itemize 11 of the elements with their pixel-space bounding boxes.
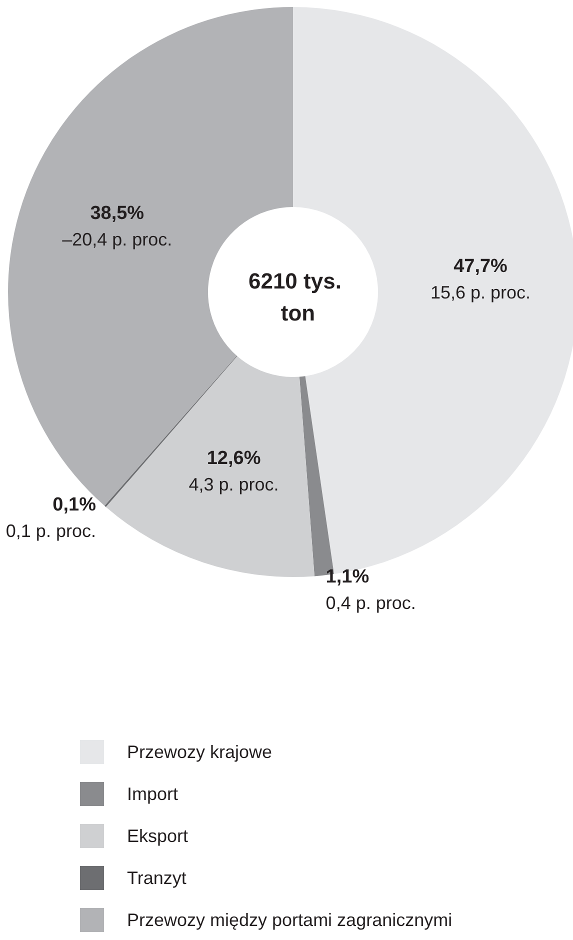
data-label: 1,1% 0,4 p. proc. (326, 566, 416, 614)
data-label: 0,1% 0,1 p. proc. (6, 494, 96, 541)
text: 6210 tys. ton (248, 268, 348, 326)
data-label: 12,6% 4,3 p. proc. (188, 448, 279, 494)
legend-label: Eksport (127, 826, 188, 846)
data-label: 38,5% –20,4 p. proc. (62, 203, 172, 250)
legend-label: Przewozy między portami zagranicznymi (127, 910, 452, 930)
legend-label: Tranzyt (127, 868, 186, 888)
legend-label: Import (127, 784, 178, 804)
legend-label: Przewozy krajowe (127, 742, 272, 762)
data-label: 47,7% 15,6 p. proc. (430, 256, 531, 302)
